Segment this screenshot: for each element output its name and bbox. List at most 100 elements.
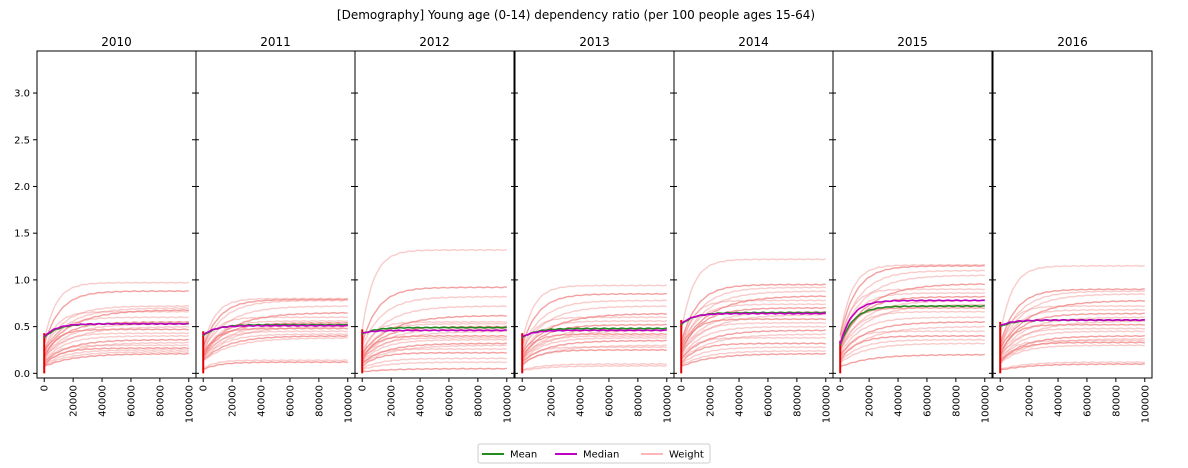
weight-line [999, 320, 1145, 356]
weight-line [202, 299, 348, 348]
weight-line [680, 346, 826, 366]
weight-line [361, 342, 507, 364]
weight-line [680, 295, 826, 347]
x-tick-label: 80000 [792, 385, 803, 417]
weight-line [361, 347, 507, 366]
panel-frame [514, 50, 675, 379]
y-tick-label: 2.0 [14, 182, 30, 193]
weight-line [680, 342, 826, 364]
mean-line [361, 326, 507, 335]
weight-line [839, 264, 985, 336]
legend-box [477, 443, 711, 464]
weight-line [43, 344, 189, 364]
weight-line [202, 316, 348, 355]
y-tick-label: 0.5 [14, 322, 30, 333]
weight-line [43, 304, 189, 350]
weight-line [839, 316, 985, 355]
weight-line [43, 332, 189, 360]
weight-line [839, 283, 985, 343]
weight-line [999, 288, 1145, 344]
weight-line [680, 352, 826, 368]
x-tick-label: 20000 [865, 385, 876, 417]
weight-line [43, 306, 189, 351]
weight-line [999, 323, 1145, 357]
weight-line [680, 321, 826, 357]
weight-line [361, 361, 507, 371]
weight-line [999, 361, 1145, 371]
panel-title: 2014 [738, 35, 769, 49]
weight-line [999, 362, 1145, 371]
weight-line [999, 327, 1145, 359]
weight-line [361, 320, 507, 356]
weight-line [361, 338, 507, 363]
weight-line [521, 336, 667, 362]
weight-line [202, 305, 348, 351]
weight-line [521, 305, 667, 351]
weight-line [362, 367, 507, 373]
weight-line [839, 320, 985, 356]
legend-label: Weight [669, 450, 704, 461]
x-tick-label: 0 [996, 385, 1007, 391]
weight-line [361, 357, 507, 370]
weight-line [361, 295, 507, 347]
x-tick-label: 100000 [980, 385, 991, 423]
weight-line [521, 316, 667, 355]
weight-line [839, 338, 985, 363]
weight-line [999, 304, 1145, 351]
weight-line [202, 333, 348, 361]
x-tick-label: 0 [199, 385, 210, 391]
weight-line [839, 310, 985, 353]
weight-line [999, 337, 1145, 362]
weight-line [839, 353, 985, 368]
x-tick-label: 0 [836, 385, 847, 391]
weight-line [999, 264, 1145, 336]
weight-line [43, 348, 189, 367]
weight-line [361, 334, 507, 361]
x-tick-label: 20000 [1025, 385, 1036, 417]
x-tick-label: 60000 [604, 385, 615, 417]
median-line [680, 312, 826, 325]
weight-line [361, 248, 507, 331]
weight-line [521, 346, 667, 365]
x-tick-label: 60000 [285, 385, 296, 417]
x-tick-label: 40000 [735, 385, 746, 417]
weight-line [202, 327, 348, 359]
x-tick-label: 100000 [821, 385, 832, 423]
panel-frame [992, 50, 1153, 379]
weight-line [202, 298, 348, 348]
median-line [999, 318, 1145, 327]
weight-line [680, 299, 826, 349]
x-tick-label: 40000 [894, 385, 905, 417]
weight-line [361, 330, 507, 360]
weight-line [839, 274, 985, 340]
legend-label: Mean [510, 450, 537, 461]
weight-line [521, 323, 667, 357]
weight-line [43, 346, 189, 366]
panel-frame [354, 50, 515, 379]
weight-line [999, 334, 1145, 361]
mean-line [839, 304, 985, 346]
x-tick-label: 60000 [444, 385, 455, 417]
x-tick-label: 20000 [387, 385, 398, 417]
x-tick-label: 0 [518, 385, 529, 391]
y-tick-label: 1.5 [14, 229, 30, 240]
x-tick-label: 20000 [547, 385, 558, 417]
median-line [202, 324, 348, 336]
x-tick-label: 100000 [1140, 385, 1151, 423]
weight-line [680, 306, 826, 351]
weight-line [839, 325, 985, 358]
weight-line [680, 333, 826, 360]
weight-line [680, 349, 826, 367]
weight-line [839, 342, 985, 364]
weight-line [521, 362, 667, 372]
x-tick-label: 80000 [951, 385, 962, 417]
weight-line [202, 359, 348, 370]
weight-line [839, 334, 985, 361]
x-tick-label: 100000 [662, 385, 673, 423]
weight-line [521, 332, 667, 361]
weight-line [202, 336, 348, 362]
weight-line [202, 297, 348, 348]
panel-title: 2013 [579, 35, 610, 49]
weight-line [839, 263, 985, 336]
weight-line [839, 330, 985, 359]
